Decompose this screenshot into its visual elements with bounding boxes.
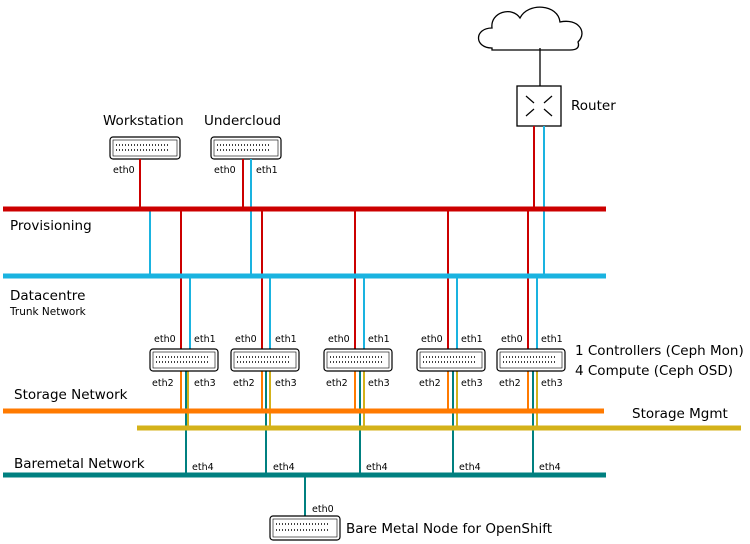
overcloud-node-2-port-eth4: eth4 (273, 462, 295, 473)
nodes-caption-compute: 4 Compute (Ceph OSD) (575, 363, 733, 379)
undercloud-port-eth1: eth1 (256, 165, 278, 176)
datacentre-sublabel: Trunk Network (9, 306, 87, 318)
baremetal-server-icon (269, 515, 341, 541)
overcloud-node-1-server-icon (149, 348, 219, 372)
overcloud-node-1-port-eth4: eth4 (192, 462, 214, 473)
overcloud-node-3-server-icon (323, 348, 393, 372)
workstation-label: Workstation (103, 113, 184, 129)
nodes-caption-controllers: 1 Controllers (Ceph Mon) (575, 343, 744, 359)
overcloud-node-1-port-eth3: eth3 (194, 378, 216, 389)
overcloud-node-5-port-eth4: eth4 (539, 462, 561, 473)
router-label: Router (571, 98, 616, 114)
overcloud-node-4-server-icon (416, 348, 486, 372)
overcloud-node-5-port-eth2: eth2 (499, 378, 521, 389)
provisioning-label: Provisioning (10, 218, 92, 234)
overcloud-node-4-port-eth1: eth1 (461, 334, 483, 345)
overcloud-node-1-port-eth1: eth1 (194, 334, 216, 345)
storage-mgmt-label: Storage Mgmt (632, 406, 728, 422)
overcloud-node-2-port-eth0: eth0 (235, 334, 257, 345)
overcloud-node-5-port-eth3: eth3 (541, 378, 563, 389)
overcloud-node-1-port-eth0: eth0 (154, 334, 176, 345)
overcloud-node-2-port-eth1: eth1 (275, 334, 297, 345)
overcloud-node-4-port-eth3: eth3 (461, 378, 483, 389)
datacentre-label: Datacentre (10, 288, 85, 304)
undercloud-port-eth0: eth0 (214, 165, 236, 176)
overcloud-node-3-port-eth2: eth2 (326, 378, 348, 389)
router-icon (516, 85, 562, 127)
undercloud-label: Undercloud (204, 113, 281, 129)
overcloud-node-2-port-eth2: eth2 (233, 378, 255, 389)
cloud-icon (477, 6, 583, 51)
overcloud-node-3-port-eth0: eth0 (328, 334, 350, 345)
overcloud-node-1-port-eth2: eth2 (152, 378, 174, 389)
overcloud-node-2-port-eth3: eth3 (275, 378, 297, 389)
overcloud-node-4-port-eth0: eth0 (421, 334, 443, 345)
storage-network-label: Storage Network (14, 387, 128, 403)
overcloud-node-5-port-eth0: eth0 (501, 334, 523, 345)
overcloud-node-2-server-icon (230, 348, 300, 372)
undercloud-server-icon (210, 136, 282, 160)
workstation-server-icon (109, 136, 181, 160)
overcloud-node-4-port-eth2: eth2 (419, 378, 441, 389)
overcloud-node-5-server-icon (496, 348, 566, 372)
overcloud-nodes: eth0 eth1 eth2 eth3 eth4 eth0 eth1 eth2 eth3 eth4… (149, 334, 566, 473)
overcloud-node-5-port-eth1: eth1 (541, 334, 563, 345)
overcloud-node-3-port-eth3: eth3 (368, 378, 390, 389)
overcloud-node-3-port-eth1: eth1 (368, 334, 390, 345)
workstation-port-eth0: eth0 (113, 165, 135, 176)
baremetal-network-label: Baremetal Network (14, 456, 145, 472)
baremetal-node-port-eth0: eth0 (312, 504, 334, 515)
baremetal-node-label: Bare Metal Node for OpenShift (346, 521, 552, 537)
overcloud-node-4-port-eth4: eth4 (459, 462, 481, 473)
connectors (139, 126, 545, 516)
overcloud-node-3-port-eth4: eth4 (366, 462, 388, 473)
